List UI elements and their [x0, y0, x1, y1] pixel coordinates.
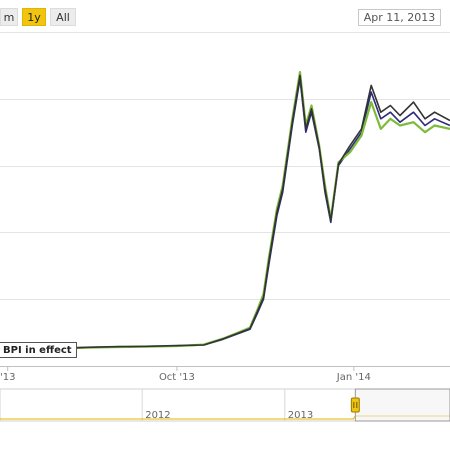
series-line-2: [0, 71, 450, 353]
navigator: 2012 2013: [0, 388, 450, 422]
navigator-handle-left[interactable]: [350, 397, 360, 413]
date-input[interactable]: Apr 11, 2013: [358, 9, 441, 26]
x-tick-label: Jan '14: [336, 372, 371, 383]
series-lines: [0, 71, 450, 353]
series-line-3: [0, 74, 450, 352]
navigator-tick-label: 2013: [288, 410, 313, 421]
series-line-1: [0, 78, 450, 352]
x-tick-label: Oct '13: [159, 372, 195, 383]
range-button-month[interactable]: m: [0, 8, 18, 26]
x-tick-label: '13: [0, 372, 15, 383]
grid-lines: [0, 32, 450, 367]
x-axis: '13 Oct '13 Jan '14: [0, 366, 371, 383]
navigator-tick-label: 2012: [145, 410, 170, 421]
range-button-1y[interactable]: 1y: [22, 8, 46, 26]
bpi-flag[interactable]: BPI in effect: [0, 342, 77, 358]
navigator-selection[interactable]: [354, 388, 450, 422]
range-button-all[interactable]: All: [50, 8, 76, 26]
